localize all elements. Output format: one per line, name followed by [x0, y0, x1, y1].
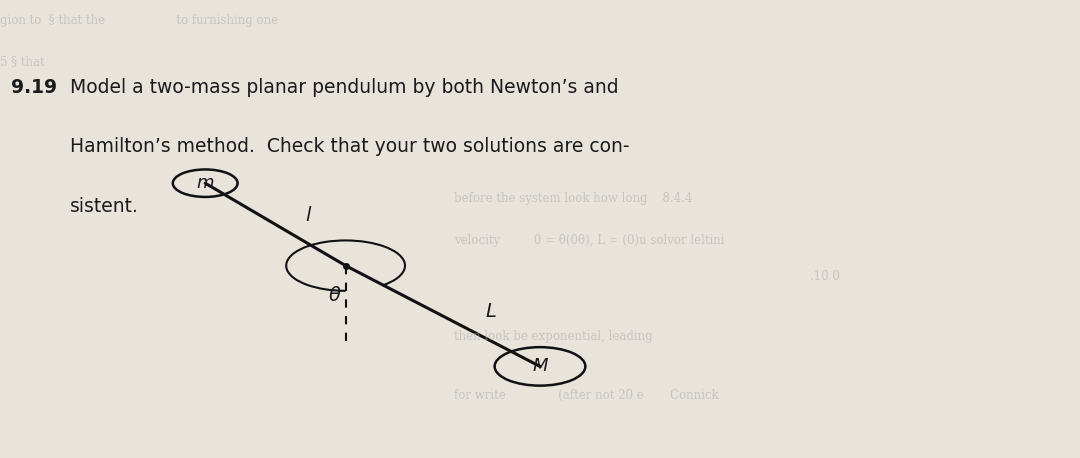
- Text: L: L: [486, 302, 497, 321]
- Text: θ: θ: [329, 286, 340, 305]
- Text: gion to  § that the                   to furnishing one: gion to § that the to furnishing one: [0, 14, 279, 27]
- Text: then look be exponential, leading: then look be exponential, leading: [454, 330, 701, 343]
- Text: before the system look how long    8.4.4: before the system look how long 8.4.4: [454, 192, 692, 205]
- Text: velocity         0 = θ(0θ), L = (0)u solvor leltini: velocity 0 = θ(0θ), L = (0)u solvor lelt…: [454, 234, 724, 246]
- Text: 5 § that: 5 § that: [0, 55, 164, 68]
- Text: .10 0: .10 0: [810, 270, 840, 283]
- Text: Model a two-mass planar pendulum by both Newton’s and: Model a two-mass planar pendulum by both…: [70, 78, 619, 97]
- Text: Hamilton’s method.  Check that your two solutions are con-: Hamilton’s method. Check that your two s…: [70, 137, 630, 156]
- Text: m: m: [197, 174, 214, 192]
- Text: for write              (after not 20 e       Connick: for write (after not 20 e Connick: [454, 389, 718, 402]
- Text: l: l: [306, 206, 310, 225]
- Text: M: M: [532, 357, 548, 376]
- Text: sistent.: sistent.: [70, 197, 139, 216]
- Text: 9.19: 9.19: [11, 78, 57, 97]
